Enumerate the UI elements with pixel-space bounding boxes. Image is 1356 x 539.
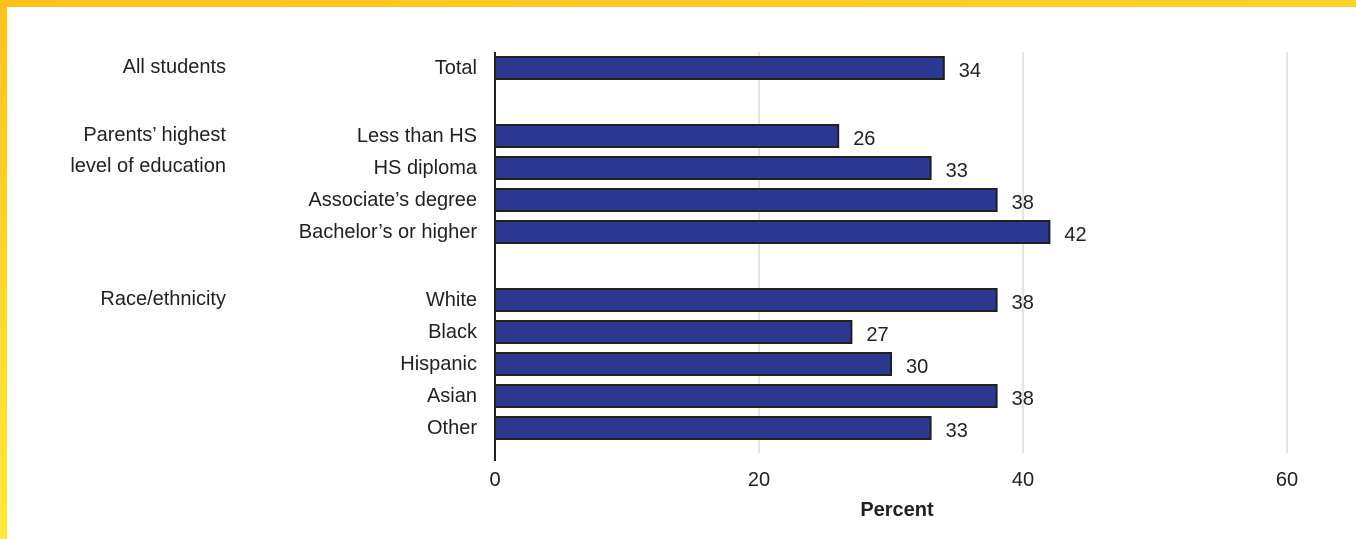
bar — [494, 56, 945, 80]
category-label: Other — [427, 417, 477, 439]
x-tick-label: 60 — [1276, 469, 1298, 491]
category-label: Associate’s degree — [308, 189, 477, 211]
group-label: Race/ethnicity — [100, 288, 226, 310]
value-label: 38 — [1012, 292, 1034, 314]
group-label: All students — [123, 56, 226, 78]
group-label: level of education — [70, 155, 226, 177]
labels: 0 20 40 60 Percent All students Total 34 Parents… — [70, 56, 1298, 521]
category-label: Total — [435, 57, 477, 79]
category-label: Black — [428, 321, 478, 343]
bar — [494, 320, 853, 344]
category-label: Asian — [427, 385, 477, 407]
frame-left-border — [0, 0, 7, 539]
bar — [494, 188, 998, 212]
bars — [494, 56, 1051, 440]
bar — [494, 124, 840, 148]
category-label: Less than HS — [357, 125, 477, 147]
value-label: 38 — [1012, 192, 1034, 214]
category-label: White — [426, 289, 477, 311]
category-label: Bachelor’s or higher — [299, 221, 478, 243]
bar — [494, 352, 892, 376]
bar — [494, 220, 1051, 244]
group-label: Parents’ highest — [83, 124, 226, 146]
frame-top-border — [0, 0, 1356, 7]
value-label: 30 — [906, 356, 928, 378]
bar — [494, 288, 998, 312]
value-label: 34 — [959, 60, 981, 82]
value-label: 38 — [1012, 388, 1034, 410]
value-label: 33 — [946, 420, 968, 442]
value-label: 42 — [1064, 224, 1086, 246]
x-tick-label: 20 — [748, 469, 770, 491]
bar — [494, 416, 932, 440]
category-label: Hispanic — [400, 353, 477, 375]
value-label: 27 — [866, 324, 888, 346]
value-label: 33 — [946, 160, 968, 182]
x-tick-label: 0 — [489, 469, 500, 491]
bar — [494, 156, 932, 180]
x-axis-title: Percent — [860, 499, 934, 521]
bar — [494, 384, 998, 408]
value-label: 26 — [853, 128, 875, 150]
category-label: HS diploma — [374, 157, 478, 179]
x-tick-label: 40 — [1012, 469, 1034, 491]
